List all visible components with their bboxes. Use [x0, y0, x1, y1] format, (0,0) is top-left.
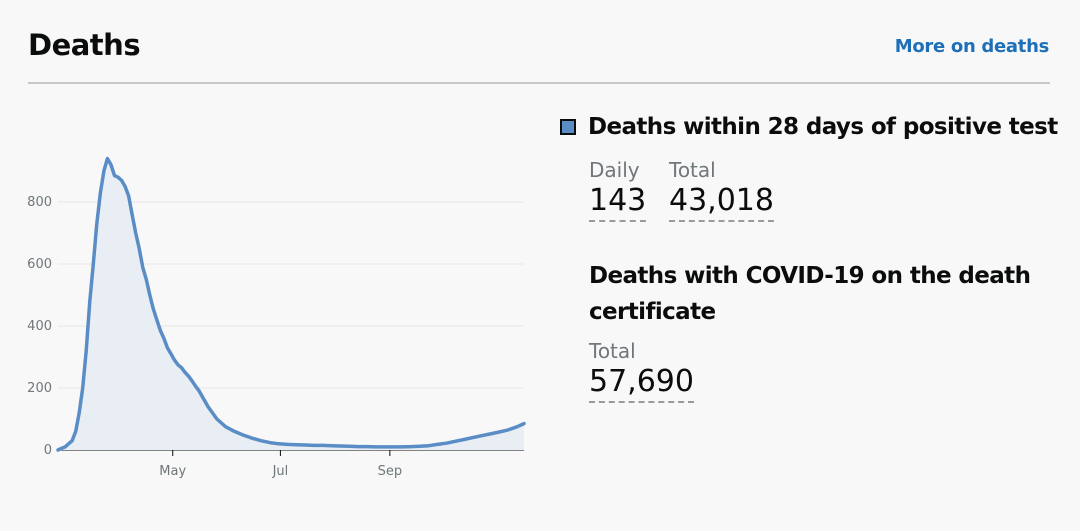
stat-total: Total 43,018: [669, 158, 774, 222]
x-tick-label: Sep: [378, 464, 403, 479]
stat-total-value[interactable]: 43,018: [669, 184, 774, 222]
x-tick-label: Jul: [272, 464, 289, 479]
stat-daily-value[interactable]: 143: [589, 184, 647, 222]
stat-daily: Daily 143: [589, 158, 647, 222]
deaths-chart: 0 200 400 600 800 May Jul Sep: [27, 156, 526, 479]
series-line: [56, 156, 526, 452]
y-tick-label: 600: [27, 257, 52, 272]
y-axis: 0 200 400 600 800: [27, 195, 52, 458]
metric-secondary-title: Deaths with COVID-19 on the death certif…: [589, 263, 1031, 325]
y-tick-label: 800: [27, 195, 52, 210]
legend-swatch: [560, 119, 576, 135]
y-tick-label: 0: [44, 443, 52, 458]
x-tick-label: May: [159, 464, 186, 479]
stat-certificate-total: Total 57,690: [589, 339, 694, 403]
metric-primary-heading: Deaths within 28 days of positive test: [560, 114, 1058, 140]
y-tick-label: 400: [27, 319, 52, 334]
section-title: Deaths: [28, 28, 141, 62]
series-area: [58, 158, 524, 450]
stat-certificate-total-label: Total: [589, 339, 636, 363]
metric-primary-title: Deaths within 28 days of positive test: [588, 114, 1058, 140]
stat-daily-label: Daily: [589, 158, 640, 182]
stat-total-label: Total: [669, 158, 716, 182]
x-axis: May Jul Sep: [58, 449, 524, 479]
y-tick-label: 200: [27, 381, 52, 396]
stat-certificate-total-value[interactable]: 57,690: [589, 365, 694, 403]
more-on-deaths-link[interactable]: More on deaths: [894, 36, 1050, 57]
divider: [28, 82, 1050, 84]
